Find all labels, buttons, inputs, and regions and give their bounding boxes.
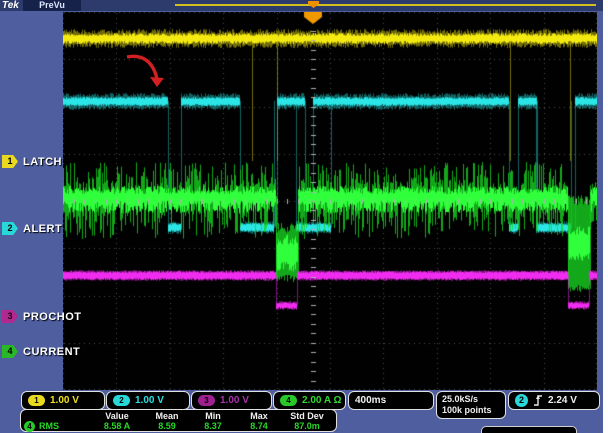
record-view-bar	[175, 4, 596, 6]
acquisition-mode-label: PreVu	[23, 0, 81, 11]
annotation-arrow-icon	[126, 54, 164, 87]
trigger-level-value: 2.24 V	[548, 395, 577, 406]
channel-3-position-tag: 3	[2, 310, 18, 323]
measurement-value-row: 4 RMS 8.58 A 8.59 8.37 8.74 87.0m	[24, 420, 333, 432]
channel-4-row: 4 CURRENT	[2, 345, 80, 358]
datetime-box	[481, 426, 577, 433]
channel-3-scale-value: 1.00 V	[220, 395, 249, 406]
channel-1-scale-readout: 1 1.00 V	[21, 391, 105, 410]
channel-4-position-tag: 4	[2, 345, 18, 358]
channel-1-scale-value: 1.00 V	[50, 395, 79, 406]
measurement-header-stddev: Std Dev	[290, 411, 324, 421]
titlebar: Tek PreVu	[0, 0, 603, 11]
measurement-header-max: Max	[250, 411, 268, 421]
channel-1-label: LATCH	[23, 155, 62, 168]
channel-2-row: 2 ALERT	[2, 222, 62, 235]
waveform-graticule-canvas	[63, 12, 597, 390]
sample-rate-readout: 25.0kS/s 100k points	[436, 391, 506, 419]
channel-4-scale-value: 2.00 A Ω	[302, 395, 342, 406]
channel-2-badge: 2	[113, 395, 130, 406]
trigger-slope-icon	[534, 395, 542, 406]
measurement-max: 8.74	[250, 421, 268, 431]
sample-rate-value: 25.0kS/s	[442, 394, 479, 404]
record-trigger-position-icon	[308, 1, 319, 8]
channel-3-row: 3 PROCHOT	[2, 310, 82, 323]
channel-1-badge: 1	[28, 395, 45, 406]
timebase-value: 400ms	[355, 395, 387, 406]
measurement-header-row: Value Mean Min Max Std Dev	[24, 411, 333, 421]
channel-3-label: PROCHOT	[23, 310, 82, 323]
channel-4-label: CURRENT	[23, 345, 81, 358]
timebase-readout: 400ms	[348, 391, 434, 410]
channel-3-scale-readout: 3 1.00 V	[191, 391, 272, 410]
measurement-stddev: 87.0m	[294, 421, 320, 431]
record-length-value: 100k points	[442, 405, 492, 415]
trigger-readout: 2 2.24 V	[508, 391, 600, 410]
channel-2-scale-value: 1.00 V	[135, 395, 164, 406]
measurement-source-badge: 4	[24, 420, 35, 432]
measurement-table: Value Mean Min Max Std Dev 4 RMS 8.58 A …	[20, 409, 337, 432]
channel-2-label: ALERT	[23, 222, 63, 235]
trigger-source-badge: 2	[515, 394, 528, 407]
measurement-mean: 8.59	[158, 421, 176, 431]
measurement-header-mean: Mean	[155, 411, 179, 421]
measurement-header-value: Value	[105, 411, 129, 421]
channel-3-badge: 3	[198, 395, 215, 406]
measurement-min: 8.37	[204, 421, 222, 431]
measurement-name: RMS	[39, 421, 59, 431]
channel-1-row: 1 LATCH	[2, 155, 62, 168]
channel-4-badge: 4	[280, 395, 297, 406]
measurement-value: 8.58 A	[103, 421, 131, 431]
channel-1-position-tag: 1	[2, 155, 18, 168]
channel-2-scale-readout: 2 1.00 V	[106, 391, 190, 410]
channel-4-scale-readout: 4 2.00 A Ω	[273, 391, 346, 410]
channel-2-position-tag: 2	[2, 222, 18, 235]
measurement-header-min: Min	[205, 411, 221, 421]
tek-logo: Tek	[2, 0, 19, 11]
